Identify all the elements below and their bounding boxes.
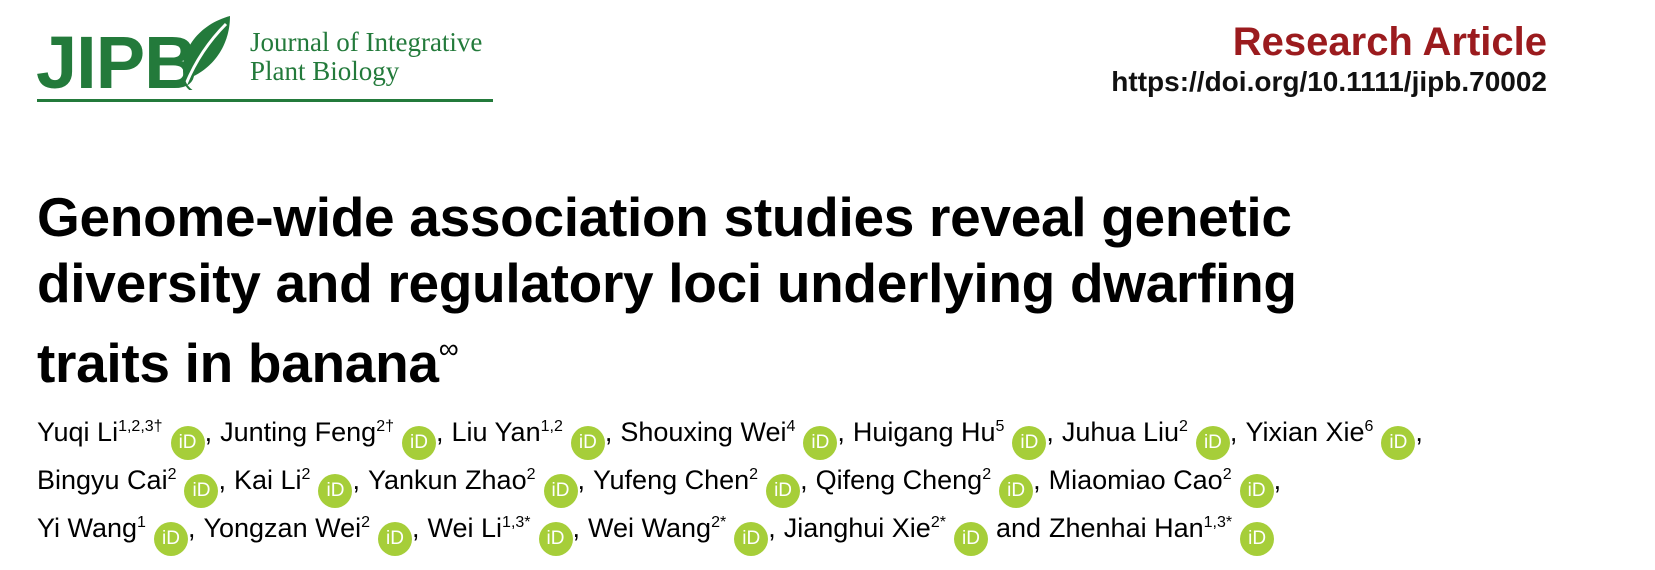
author-name: Zhenhai Han <box>1049 513 1204 543</box>
separator: , <box>800 465 808 495</box>
orcid-icon[interactable]: iD <box>184 474 219 508</box>
author-name: Kai Li <box>234 465 302 495</box>
affiliation: 4 <box>786 418 796 435</box>
affiliation: 1 <box>137 514 146 531</box>
separator: , <box>1273 465 1282 495</box>
author-name: Yufeng Chen <box>593 465 750 495</box>
author-name: Yixian Xie <box>1245 417 1365 447</box>
author-name: Qifeng Cheng <box>815 465 983 495</box>
separator: , <box>577 465 586 495</box>
separator: , <box>1229 417 1238 447</box>
affiliation: 2 <box>301 466 311 483</box>
header-rule <box>37 99 493 102</box>
conjunction: and <box>995 513 1042 543</box>
author-line: Yuqi Li1,2,3†iD, Junting Feng2†iD, Liu Yan… <box>37 412 1431 460</box>
affiliation: 1,2,3† <box>118 418 163 435</box>
affiliation: 2 <box>749 466 759 483</box>
affiliation: 1,2 <box>540 418 563 435</box>
article-title: Genome-wide association studies reveal g… <box>37 184 1297 396</box>
leaf-icon <box>183 16 230 90</box>
title-line: Genome-wide association studies reveal g… <box>37 186 1292 248</box>
separator: , <box>218 465 226 495</box>
separator: , <box>1415 417 1423 447</box>
affiliation: 2 <box>167 466 177 483</box>
separator: , <box>204 417 213 447</box>
affiliation: 2† <box>376 418 394 435</box>
author-name: Wei Li <box>427 513 503 543</box>
author-name: Yi Wang <box>37 513 138 543</box>
title-line: traits in banana∞ <box>37 332 459 394</box>
separator: , <box>435 417 444 447</box>
affiliation: 5 <box>995 418 1005 435</box>
orcid-icon[interactable]: iD <box>766 474 801 508</box>
author-name: Yongzan Wei <box>203 513 362 543</box>
orcid-icon[interactable]: iD <box>999 474 1034 508</box>
orcid-icon[interactable]: iD <box>1240 522 1275 556</box>
affiliation: 6 <box>1364 418 1374 435</box>
affiliation: 2 <box>982 466 992 483</box>
separator: , <box>1033 465 1041 495</box>
author-name: Bingyu Cai <box>37 465 168 495</box>
title-line: diversity and regulatory loci underlying… <box>37 252 1297 314</box>
affiliation: 2* <box>930 514 946 531</box>
author-name: Junting Feng <box>220 417 377 447</box>
author-name: Jianghui Xie <box>783 513 931 543</box>
separator: , <box>837 417 845 447</box>
author-list: Yuqi Li1,2,3†iD, Junting Feng2†iD, Liu Yan… <box>37 412 1431 556</box>
orcid-icon[interactable]: iD <box>570 426 605 460</box>
separator: , <box>352 465 360 495</box>
journal-logo: JIPB <box>36 21 198 104</box>
author-name: Yuqi Li <box>37 417 119 447</box>
journal-line: Plant Biology <box>250 56 400 86</box>
author-line: Bingyu Cai2iD, Kai Li2iD, Yankun Zhao2iD, Y… <box>37 460 1431 508</box>
orcid-icon[interactable]: iD <box>953 522 988 556</box>
affiliation: 1,3* <box>502 514 531 531</box>
orcid-icon[interactable]: iD <box>543 474 578 508</box>
orcid-icon[interactable]: iD <box>1012 426 1047 460</box>
separator: , <box>768 513 776 543</box>
separator: , <box>187 513 196 543</box>
journal-line: Journal of Integrative <box>250 27 483 57</box>
article-type: Research Article <box>1232 20 1547 64</box>
separator: , <box>1046 417 1054 447</box>
affiliation: 2* <box>711 514 727 531</box>
doi-link[interactable]: https://doi.org/10.1111/jipb.70002 <box>1111 66 1547 97</box>
affiliation: 2 <box>361 514 370 531</box>
author-line: Yi Wang1iD, Yongzan Wei2iD, Wei Li1,3*iD, W… <box>37 508 1431 556</box>
author-name: Wei Wang <box>588 513 712 543</box>
orcid-icon[interactable]: iD <box>1239 474 1274 508</box>
orcid-icon[interactable]: iD <box>401 426 436 460</box>
author-name: Yankun Zhao <box>367 465 527 495</box>
author-name: Miaomiao Cao <box>1048 465 1223 495</box>
orcid-icon[interactable]: iD <box>734 522 769 556</box>
author-name: Liu Yan <box>451 417 541 447</box>
orcid-icon[interactable]: iD <box>153 522 188 556</box>
separator: , <box>572 513 581 543</box>
orcid-icon[interactable]: iD <box>170 426 205 460</box>
orcid-icon[interactable]: iD <box>318 474 353 508</box>
author-name: Juhua Liu <box>1061 417 1180 447</box>
orcid-icon[interactable]: iD <box>378 522 412 556</box>
separator: , <box>604 417 613 447</box>
affiliation: 1,3* <box>1203 514 1233 531</box>
author-name: Shouxing Wei <box>620 417 787 447</box>
orcid-icon[interactable]: iD <box>538 522 573 556</box>
affiliation: 2 <box>1179 418 1188 435</box>
orcid-icon[interactable]: iD <box>1381 426 1416 460</box>
orcid-icon[interactable]: iD <box>1195 426 1230 460</box>
journal-name: Journal of Integrative Plant Biology <box>250 28 482 86</box>
affiliation: 2 <box>1222 466 1232 483</box>
separator: , <box>412 513 420 543</box>
orcid-icon[interactable]: iD <box>803 426 838 460</box>
affiliation: 2 <box>526 466 536 483</box>
open-research-mark: ∞ <box>438 333 459 364</box>
author-name: Huigang Hu <box>852 417 996 447</box>
